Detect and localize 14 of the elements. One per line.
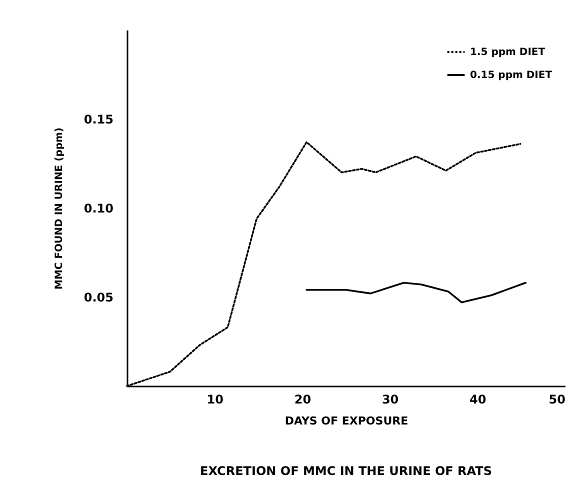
legend-label: 1.5 ppm DIET [470,47,546,58]
x-tick-label: 30 [382,392,399,406]
x-tick-label: 40 [470,392,486,406]
legend-label: 0.15 ppm DIET [470,70,552,81]
y-axis-title: MMC FOUND IN URINE (ppm) [54,128,65,290]
x-tick-label: 20 [294,392,312,406]
x-axis-title: DAYS OF EXPOSURE [284,414,408,428]
text: EXCRETION OF MMC IN THE URINE OF RATS [200,464,492,478]
x-tick-label: 50 [548,392,566,406]
x-tick-label: 10 [206,392,224,406]
y-tick-label: 0.10 [84,202,114,216]
y-tick-label: 0.05 [84,290,114,304]
line-series [306,282,526,304]
y-tick-label: 0.15 [84,112,114,126]
